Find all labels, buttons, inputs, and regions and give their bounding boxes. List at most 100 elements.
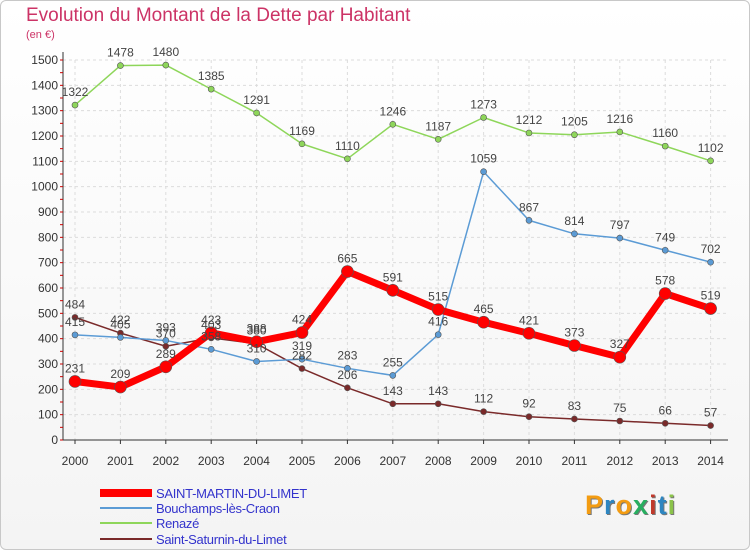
data-point [613, 350, 627, 364]
data-label: 484 [65, 297, 85, 311]
data-point [298, 140, 306, 148]
legend-swatch [100, 489, 152, 497]
data-point [571, 131, 578, 139]
data-label: 405 [110, 317, 130, 331]
data-point [344, 384, 351, 392]
data-label: 424 [292, 313, 312, 327]
data-label: 209 [110, 367, 130, 381]
data-label: 1102 [698, 141, 724, 155]
data-point [431, 303, 445, 316]
x-tick-label: 2001 [107, 454, 134, 468]
data-point [616, 128, 624, 136]
data-label: 1160 [652, 126, 678, 140]
logo-letter: P [585, 490, 605, 520]
data-point [434, 400, 442, 408]
x-tick-label: 2007 [379, 454, 406, 468]
data-label: 388 [247, 322, 267, 336]
legend-item: Bouchamps-lès-Craon [100, 500, 280, 516]
data-label: 465 [474, 302, 494, 316]
logo-letter: x [633, 490, 650, 520]
data-label: 415 [65, 315, 85, 329]
data-point [117, 62, 124, 69]
x-tick-label: 2008 [425, 454, 452, 468]
data-label: 1205 [561, 115, 588, 129]
data-point [207, 346, 215, 353]
data-point [71, 101, 79, 109]
data-label: 92 [522, 397, 536, 411]
data-label: 75 [613, 401, 627, 415]
y-tick-label: 800 [38, 230, 58, 244]
data-point [295, 326, 309, 339]
data-point [661, 246, 669, 254]
data-point [571, 230, 578, 238]
data-point [707, 258, 714, 266]
data-label: 1216 [606, 112, 633, 126]
data-point [477, 315, 490, 329]
data-label: 403 [201, 318, 221, 332]
data-label: 1273 [470, 98, 497, 112]
legend-swatch [100, 522, 152, 524]
data-label: 393 [156, 320, 176, 334]
data-label: 83 [568, 399, 582, 413]
chart-title: Evolution du Montant de la Dette par Hab… [26, 5, 411, 26]
data-label: 1169 [289, 124, 315, 138]
logo-letter: t [657, 490, 668, 520]
data-label: 327 [610, 337, 630, 351]
data-point [68, 375, 82, 388]
data-point [341, 265, 354, 278]
data-label: 319 [292, 339, 312, 353]
x-tick-label: 2003 [198, 454, 225, 468]
data-point [298, 355, 306, 363]
data-label: 380 [247, 324, 267, 338]
y-tick-label: 900 [38, 205, 58, 219]
data-label: 814 [564, 214, 584, 228]
data-label: 1291 [243, 93, 270, 107]
data-point [71, 331, 79, 339]
x-tick-label: 2002 [152, 454, 179, 468]
data-label: 702 [701, 242, 721, 256]
data-label: 206 [337, 368, 357, 382]
y-tick-label: 300 [38, 357, 58, 371]
y-tick-label: 600 [38, 281, 58, 295]
data-label: 66 [659, 403, 673, 417]
x-tick-label: 2004 [243, 454, 270, 468]
data-label: 1478 [107, 46, 134, 60]
data-label: 283 [337, 348, 357, 362]
data-label: 416 [428, 315, 448, 329]
y-tick-label: 700 [38, 256, 58, 270]
proxiti-logo: Proxiti [585, 490, 676, 521]
data-label: 591 [383, 270, 403, 284]
data-point [117, 334, 124, 341]
data-label: 749 [655, 230, 675, 244]
data-point [525, 413, 533, 420]
data-label: 143 [428, 384, 448, 398]
data-point [661, 419, 669, 427]
data-point [480, 114, 487, 121]
data-point [207, 85, 215, 93]
y-tick-label: 1400 [31, 78, 58, 92]
data-label: 665 [337, 252, 357, 266]
data-point [571, 415, 578, 423]
data-label: 57 [704, 406, 718, 420]
data-point [298, 365, 306, 372]
data-point [616, 234, 624, 242]
y-tick-label: 200 [38, 382, 58, 396]
logo-letter: o [615, 490, 634, 520]
legend-swatch [100, 507, 152, 509]
legend-swatch [100, 538, 152, 540]
legend-label: Bouchamps-lès-Craon [156, 500, 280, 516]
data-label: 255 [383, 355, 403, 369]
data-point [658, 287, 672, 300]
data-label: 422 [110, 313, 130, 327]
y-tick-label: 1500 [31, 53, 58, 67]
data-label: 1059 [470, 152, 497, 166]
data-label: 310 [247, 341, 267, 355]
data-label: 358 [201, 329, 221, 343]
data-label: 519 [701, 289, 721, 303]
data-point [253, 109, 260, 117]
legend-label: Saint-Saturnin-du-Limet [156, 531, 287, 547]
data-label: 1246 [379, 104, 406, 118]
y-tick-label: 0 [51, 433, 58, 447]
data-label: 370 [156, 326, 176, 340]
